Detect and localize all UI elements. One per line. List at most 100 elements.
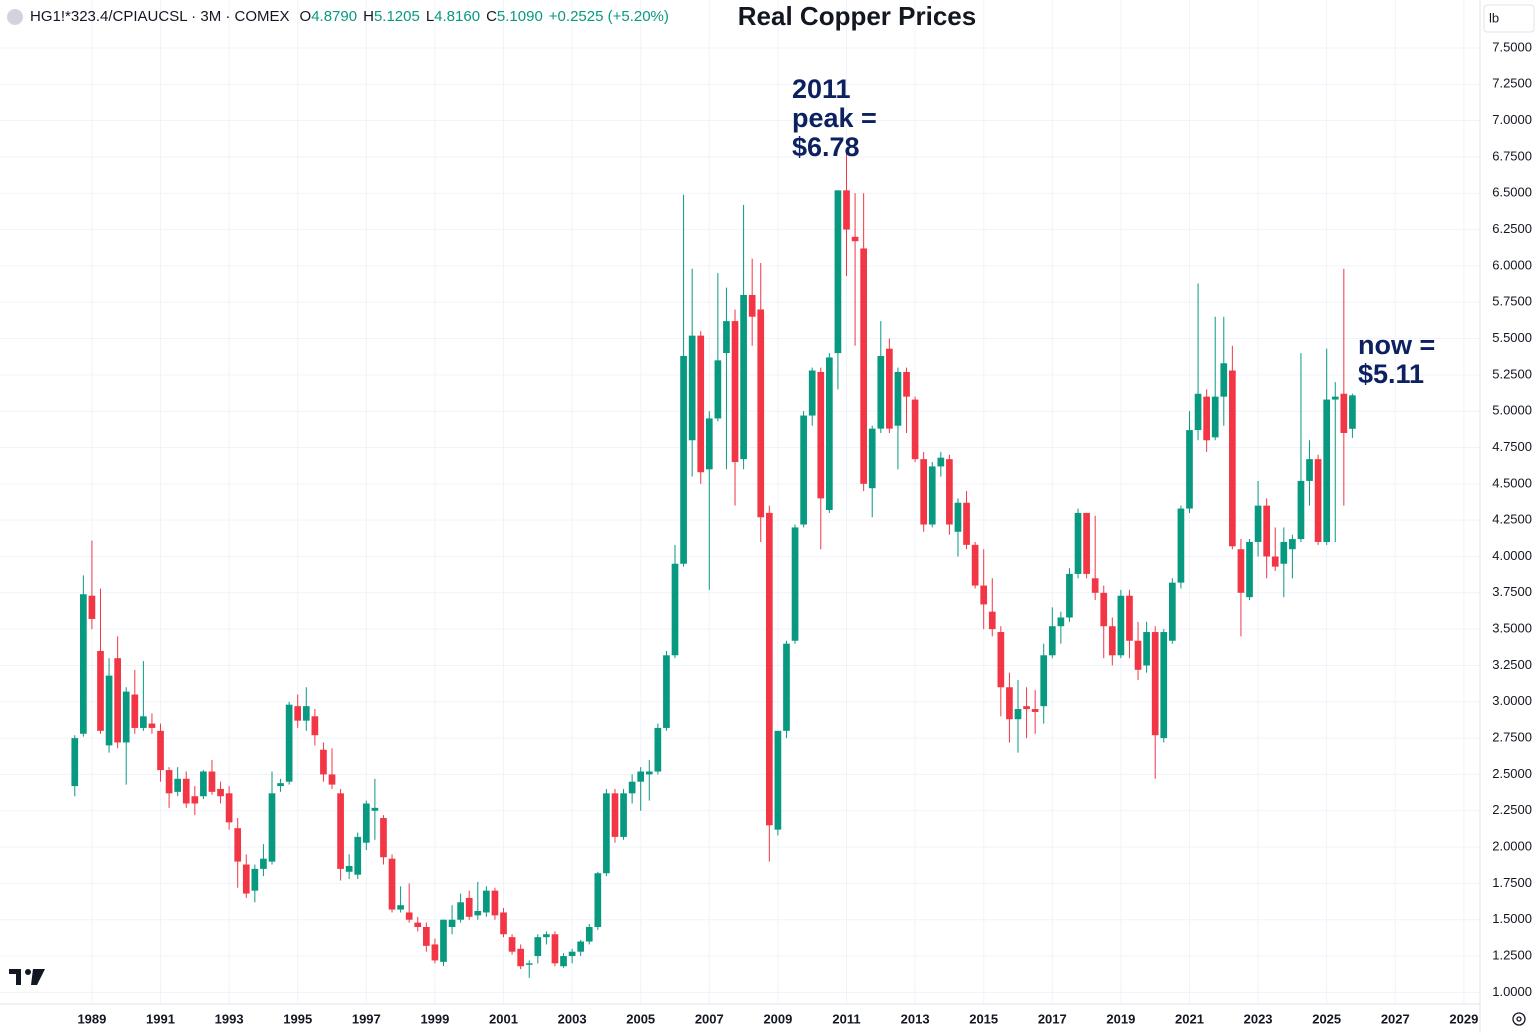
candle-body bbox=[88, 595, 96, 619]
candle-body bbox=[362, 803, 370, 843]
candle-body bbox=[680, 355, 687, 564]
candle-body bbox=[191, 796, 199, 804]
field-key: L bbox=[426, 8, 434, 25]
y-tick-label: 1.5000 bbox=[1492, 911, 1532, 926]
annotation-line: peak = bbox=[792, 103, 877, 133]
candle-body bbox=[260, 858, 267, 869]
candle-body bbox=[148, 723, 156, 728]
y-tick-label: 4.5000 bbox=[1492, 475, 1532, 490]
candle-body bbox=[560, 956, 567, 967]
x-tick-label: 1991 bbox=[146, 1011, 175, 1026]
candle-body bbox=[1048, 626, 1056, 656]
candle-body bbox=[697, 335, 705, 473]
x-tick-label: 2003 bbox=[558, 1011, 587, 1026]
field-value: 4.8160 bbox=[434, 8, 480, 25]
candle-body bbox=[1160, 632, 1168, 739]
y-tick-label: 2.0000 bbox=[1492, 839, 1532, 854]
candle-body bbox=[1220, 363, 1228, 397]
y-tick-label: 2.7500 bbox=[1492, 730, 1532, 745]
candle-body bbox=[980, 585, 988, 605]
candle-body bbox=[1297, 480, 1305, 540]
candle-body bbox=[1151, 632, 1159, 736]
candle-body bbox=[1117, 595, 1125, 656]
candle-body bbox=[817, 371, 825, 499]
candle-body bbox=[1246, 541, 1253, 598]
candle-body bbox=[937, 457, 945, 467]
annotation-line: now = bbox=[1358, 330, 1435, 360]
x-tick-label: 1999 bbox=[420, 1011, 449, 1026]
candle-body bbox=[1108, 626, 1116, 656]
symbol-icon bbox=[7, 9, 23, 25]
candle-body bbox=[483, 890, 490, 913]
candle-body bbox=[1134, 640, 1142, 670]
candle-body bbox=[131, 694, 139, 728]
x-tick-label: 1993 bbox=[215, 1011, 244, 1026]
candle-body bbox=[637, 771, 645, 782]
candle-body bbox=[585, 926, 593, 942]
x-tick-label: 2007 bbox=[695, 1011, 724, 1026]
y-tick-label: 3.0000 bbox=[1492, 693, 1532, 708]
field-value: 5.1205 bbox=[374, 8, 420, 25]
candle-body bbox=[645, 771, 653, 775]
candle-body bbox=[1074, 512, 1082, 574]
y-tick-label: 3.7500 bbox=[1492, 584, 1532, 599]
x-tick-label: 2005 bbox=[626, 1011, 655, 1026]
candle-body bbox=[465, 897, 473, 917]
unit-box[interactable] bbox=[1483, 4, 1535, 33]
y-tick-label: 3.5000 bbox=[1492, 621, 1532, 636]
y-tick-label: 1.7500 bbox=[1492, 875, 1532, 890]
candle-body bbox=[525, 963, 533, 965]
candle-body bbox=[414, 922, 422, 927]
candle-body bbox=[1349, 395, 1356, 429]
candle-body bbox=[1083, 512, 1090, 574]
candle-body bbox=[122, 691, 130, 743]
y-tick-label: 5.2500 bbox=[1492, 366, 1532, 381]
candle-body bbox=[105, 675, 113, 746]
candle-body bbox=[774, 730, 782, 830]
candle-body bbox=[1229, 370, 1236, 547]
candle-body bbox=[748, 294, 756, 317]
candle-body bbox=[208, 771, 216, 792]
candle-body bbox=[277, 783, 284, 787]
candle-body bbox=[320, 749, 327, 775]
x-tick-label: 2021 bbox=[1175, 1011, 1204, 1026]
y-tick-label: 7.2500 bbox=[1492, 76, 1532, 91]
y-tick-label: 7.5000 bbox=[1492, 39, 1532, 54]
candle-body bbox=[1091, 578, 1099, 593]
candle-body bbox=[251, 868, 259, 891]
candle-body bbox=[757, 309, 765, 518]
candle-body bbox=[800, 415, 807, 525]
candle-body bbox=[328, 774, 336, 785]
candle-body bbox=[603, 793, 610, 874]
x-tick-label: 2025 bbox=[1312, 1011, 1341, 1026]
settings-icon[interactable] bbox=[1512, 1012, 1526, 1026]
y-tick-label: 6.7500 bbox=[1492, 148, 1532, 163]
candle-body bbox=[1066, 573, 1073, 618]
candle-body bbox=[663, 655, 670, 728]
candle-body bbox=[851, 236, 859, 242]
x-tick-label: 2009 bbox=[763, 1011, 792, 1026]
change: +0.2525 (+5.20%) bbox=[549, 8, 669, 25]
candle-body bbox=[1211, 396, 1219, 438]
candle-body bbox=[97, 650, 104, 731]
y-tick-label: 4.0000 bbox=[1492, 548, 1532, 563]
candle-body bbox=[388, 858, 396, 910]
candle-body bbox=[302, 706, 310, 721]
candle-body bbox=[860, 248, 867, 484]
x-tick-label: 1995 bbox=[283, 1011, 312, 1026]
candle-body bbox=[1126, 595, 1133, 641]
candle-body bbox=[285, 704, 293, 782]
candle-body bbox=[474, 911, 482, 916]
candle-body bbox=[268, 793, 276, 862]
candle-body bbox=[920, 459, 928, 525]
tradingview-logo bbox=[9, 969, 45, 985]
candle-body bbox=[877, 355, 885, 429]
candle-body bbox=[200, 771, 207, 797]
candle-body bbox=[868, 428, 876, 489]
candle-body bbox=[731, 321, 739, 463]
candle-body bbox=[1031, 709, 1039, 712]
candle-body bbox=[1057, 617, 1065, 627]
candle-body bbox=[946, 459, 953, 525]
y-tick-label: 3.2500 bbox=[1492, 657, 1532, 672]
